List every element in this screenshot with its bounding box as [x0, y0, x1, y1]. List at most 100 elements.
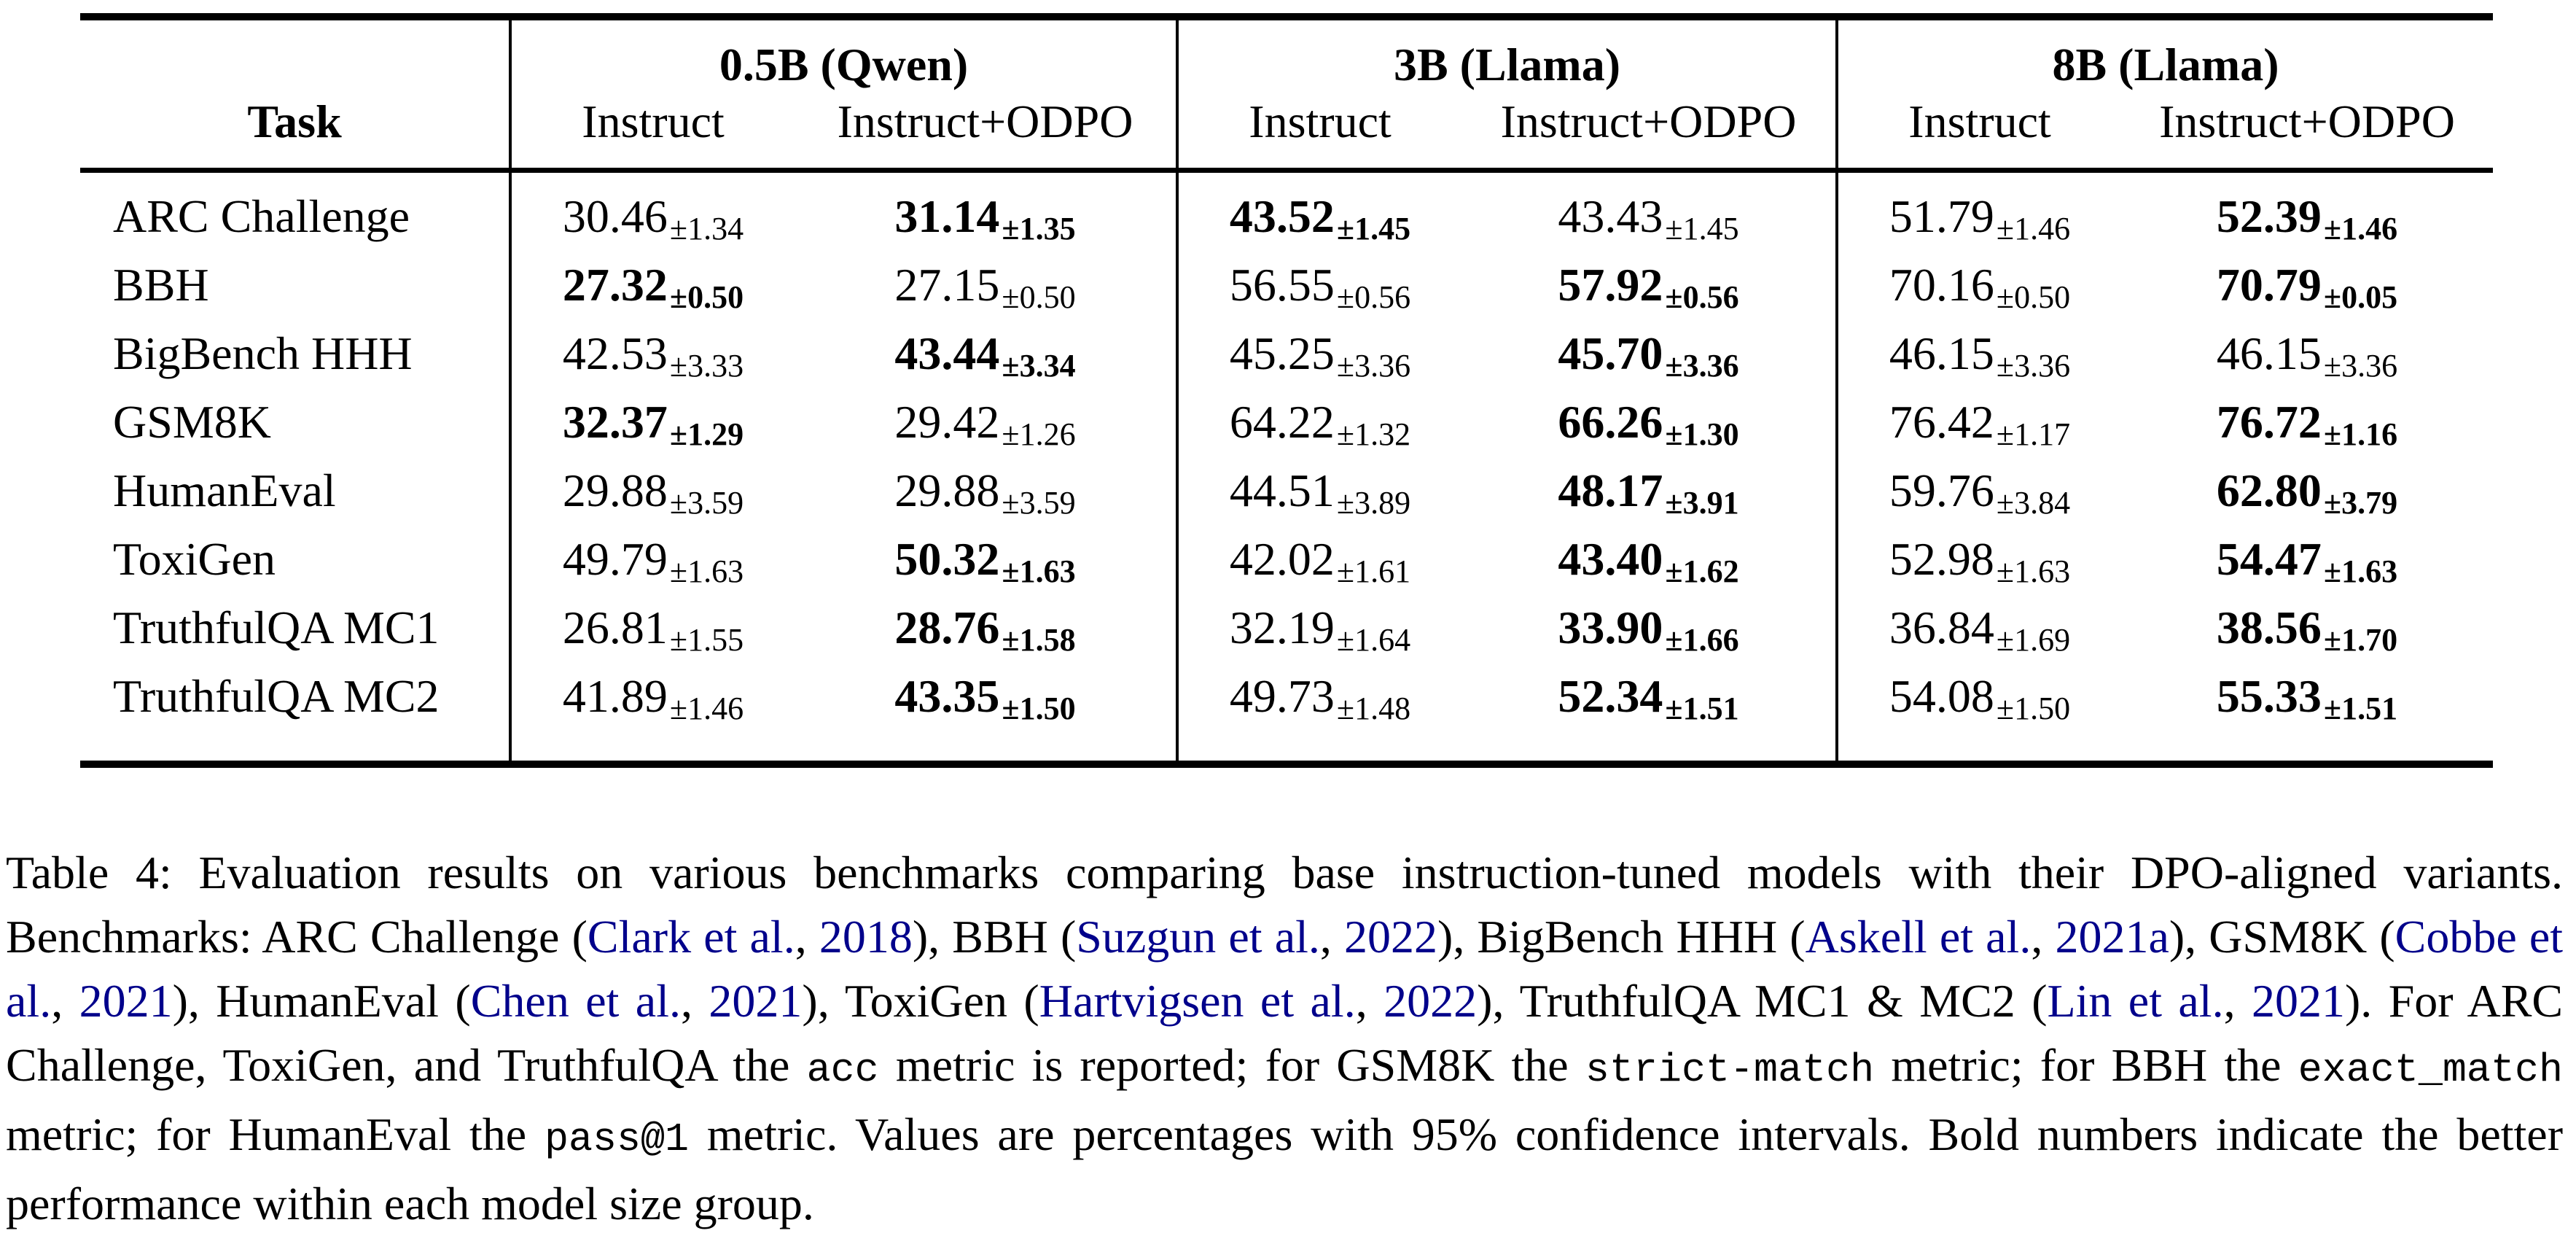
- citation-link[interactable]: 2021a: [2055, 911, 2169, 963]
- citation-link[interactable]: Hartvigsen et al.: [1039, 975, 1356, 1027]
- metric-value: 52.98: [1889, 533, 1994, 585]
- metric-cell: 76.42±1.17: [1835, 394, 2121, 462]
- metric-cell: 70.16±0.50: [1835, 257, 2121, 325]
- metric-value: 29.88: [894, 465, 1000, 516]
- confidence-interval: ±1.26: [1002, 416, 1076, 452]
- caption-text: ,: [2031, 911, 2056, 963]
- citation-link[interactable]: 2018: [819, 911, 913, 963]
- confidence-interval: ±3.36: [1336, 348, 1411, 384]
- metric-value: 29.42: [894, 396, 1000, 448]
- confidence-interval: ±1.70: [2323, 622, 2398, 658]
- metric-value: 26.81: [562, 602, 668, 653]
- confidence-interval: ±1.64: [1336, 622, 1411, 658]
- caption-text: Table 4: Evaluation results on various b…: [6, 847, 2563, 963]
- metric-value: 56.55: [1229, 259, 1335, 311]
- col-header-instruct: Instruct: [1835, 92, 2121, 173]
- metric-cell: 43.35±1.50: [795, 668, 1177, 764]
- confidence-interval: ±3.91: [1665, 485, 1739, 521]
- metric-value: 43.52: [1229, 190, 1335, 242]
- citation-link[interactable]: Askell et al.: [1805, 911, 2031, 963]
- metric-cell: 38.56±1.70: [2121, 599, 2493, 668]
- metric-value: 48.17: [1558, 465, 1663, 516]
- table-row: ToxiGen 49.79±1.63 50.32±1.63 42.02±1.61 43.…: [80, 531, 2493, 599]
- confidence-interval: ±0.56: [1336, 279, 1411, 315]
- citation-link[interactable]: Chen et al.: [470, 975, 681, 1027]
- confidence-interval: ±0.50: [669, 279, 744, 315]
- confidence-interval: ±0.50: [1002, 279, 1076, 315]
- metric-cell: 33.90±1.66: [1461, 599, 1837, 668]
- metric-value: 54.47: [2216, 533, 2322, 585]
- metric-cell: 50.32±1.63: [795, 531, 1177, 599]
- citation-link[interactable]: Lin et al.: [2047, 975, 2224, 1027]
- metric-value: 43.44: [894, 327, 1000, 379]
- metric-cell: 51.79±1.46: [1835, 170, 2121, 257]
- metric-value: 38.56: [2216, 602, 2322, 653]
- metric-value: 51.79: [1889, 190, 1994, 242]
- confidence-interval: ±1.63: [669, 553, 744, 589]
- caption-text: ,: [681, 975, 709, 1027]
- table-row: BBH 27.32±0.50 27.15±0.50 56.55±0.56 57.92±0…: [80, 257, 2493, 325]
- citation-link[interactable]: Clark et al.: [587, 911, 795, 963]
- citation-link[interactable]: 2022: [1383, 975, 1478, 1027]
- caption-text: ,: [795, 911, 819, 963]
- citation-link[interactable]: 2021: [79, 975, 173, 1027]
- metric-value: 32.19: [1229, 602, 1335, 653]
- confidence-interval: ±3.59: [669, 485, 744, 521]
- confidence-interval: ±3.84: [1996, 485, 2071, 521]
- metric-cell: 76.72±1.16: [2121, 394, 2493, 462]
- caption-text: ,: [1319, 911, 1344, 963]
- confidence-interval: ±1.34: [669, 211, 744, 246]
- metric-cell: 29.88±3.59: [509, 462, 795, 531]
- metric-cell: 31.14±1.35: [795, 171, 1177, 257]
- citation-link[interactable]: Cobbe et al.: [6, 911, 2564, 1027]
- metric-value: 43.43: [1558, 190, 1663, 242]
- table-row: HumanEval 29.88±3.59 29.88±3.59 44.51±3.89 4…: [80, 462, 2493, 531]
- confidence-interval: ±1.63: [2323, 553, 2398, 589]
- confidence-interval: ±1.61: [1336, 553, 1411, 589]
- table-body: ARC Challenge 30.46±1.34 31.14±1.35 43.52±1…: [80, 170, 2493, 764]
- citation-link[interactable]: 2022: [1344, 911, 1437, 963]
- metric-value: 46.15: [2216, 327, 2322, 379]
- metric-value: 62.80: [2216, 465, 2322, 516]
- code-text: strict-match: [1585, 1047, 1875, 1093]
- citation-link[interactable]: Suzgun et al.: [1076, 911, 1320, 963]
- confidence-interval: ±1.46: [669, 691, 744, 726]
- metric-cell: 46.15±3.36: [2121, 325, 2493, 394]
- group-header-row: 0.5B (Qwen) 3B (Llama) 8B (Llama): [80, 17, 2493, 92]
- group-header-3b: 3B (Llama): [1176, 17, 1837, 92]
- metric-cell: 45.25±3.36: [1176, 325, 1461, 394]
- metric-value: 45.70: [1558, 327, 1663, 379]
- confidence-interval: ±1.50: [1996, 691, 2071, 726]
- citation-link[interactable]: 2021: [2251, 975, 2345, 1027]
- caption-text: metric; for BBH the: [1874, 1039, 2298, 1091]
- citation-link[interactable]: 2021: [709, 975, 803, 1027]
- col-header-instruct-odpo: Instruct+ODPO: [795, 92, 1177, 173]
- metric-value: 31.14: [894, 190, 1000, 242]
- metric-cell: 36.84±1.69: [1835, 599, 2121, 668]
- metric-value: 42.53: [562, 327, 668, 379]
- caption-text: metric is reported; for GSM8K the: [878, 1039, 1585, 1091]
- table-row: GSM8K 32.37±1.29 29.42±1.26 64.22±1.32 66.26…: [80, 394, 2493, 462]
- metric-value: 43.35: [894, 670, 1000, 722]
- caption-text: ), TruthfulQA MC1 & MC2 (: [1477, 975, 2048, 1027]
- confidence-interval: ±3.36: [1665, 348, 1739, 384]
- task-label: BBH: [113, 259, 209, 311]
- metric-cell: 56.55±0.56: [1176, 257, 1461, 325]
- table-row: TruthfulQA MC1 26.81±1.55 28.76±1.58 32.19±…: [80, 599, 2493, 668]
- metric-cell: 43.43±1.45: [1461, 171, 1837, 257]
- confidence-interval: ±1.35: [1002, 211, 1076, 246]
- caption-text: ), BBH (: [912, 911, 1077, 963]
- caption-text: ), GSM8K (: [2169, 911, 2395, 963]
- confidence-interval: ±0.56: [1665, 279, 1739, 315]
- metric-value: 54.08: [1889, 670, 1994, 722]
- metric-cell: 26.81±1.55: [509, 599, 795, 668]
- metric-value: 76.42: [1889, 396, 1994, 448]
- metric-cell: 32.37±1.29: [509, 394, 795, 462]
- confidence-interval: ±1.29: [669, 416, 744, 452]
- confidence-interval: ±1.46: [1996, 211, 2071, 246]
- metric-cell: 52.98±1.63: [1835, 531, 2121, 599]
- col-header-instruct-odpo: Instruct+ODPO: [2121, 92, 2493, 173]
- group-header-spacer: [80, 17, 510, 92]
- confidence-interval: ±1.17: [1996, 416, 2071, 452]
- metric-cell: 27.15±0.50: [795, 257, 1177, 325]
